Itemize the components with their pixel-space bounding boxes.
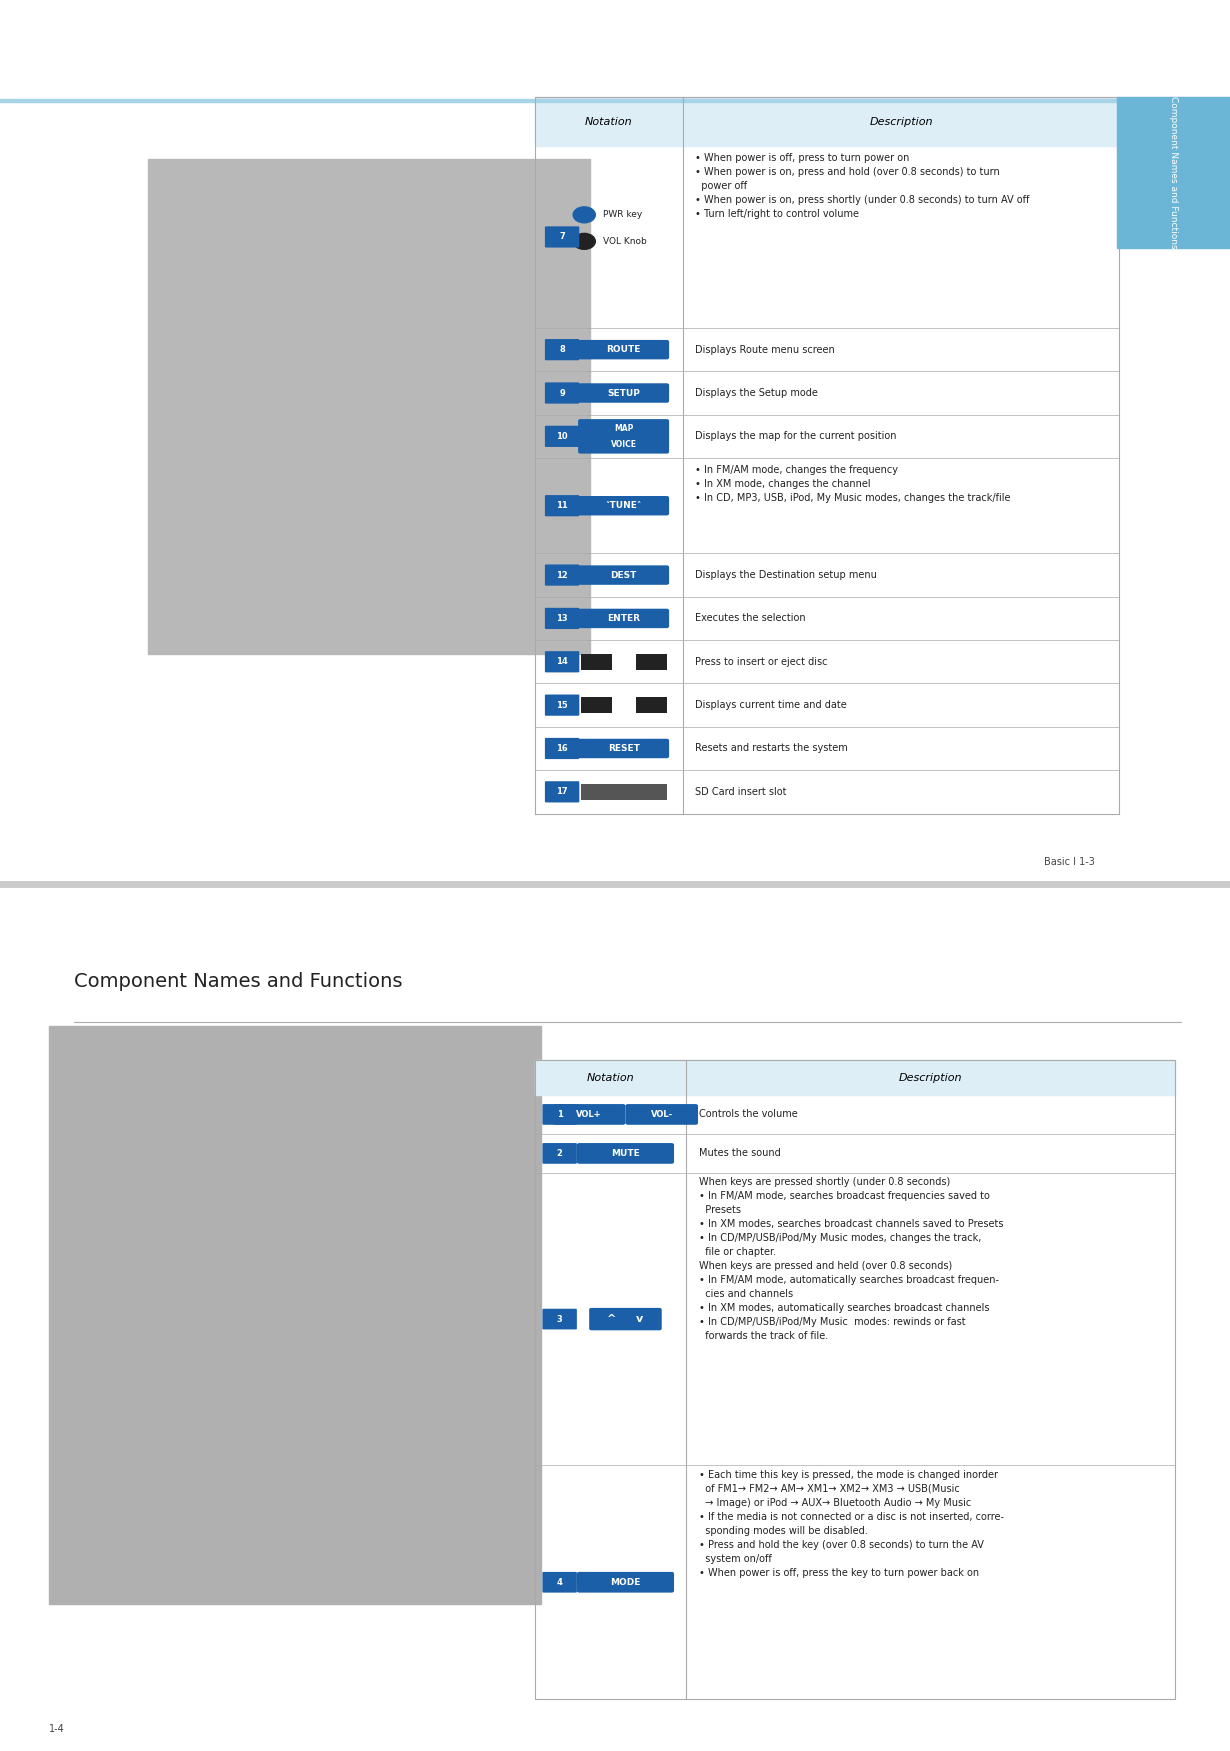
Text: Displays current time and date: Displays current time and date bbox=[695, 700, 846, 711]
FancyBboxPatch shape bbox=[545, 564, 579, 585]
Text: ˅TUNE˄: ˅TUNE˄ bbox=[605, 501, 642, 510]
Bar bbox=[535, 1061, 1175, 1094]
Text: 15: 15 bbox=[556, 700, 568, 709]
FancyBboxPatch shape bbox=[578, 566, 669, 585]
FancyBboxPatch shape bbox=[554, 1105, 626, 1124]
Text: Displays Route menu screen: Displays Route menu screen bbox=[695, 345, 835, 355]
Text: 16: 16 bbox=[556, 744, 568, 753]
Text: When keys are pressed shortly (under 0.8 seconds)
• In FM/AM mode, searches broa: When keys are pressed shortly (under 0.8… bbox=[699, 1177, 1004, 1341]
Text: SETUP: SETUP bbox=[608, 389, 640, 397]
Text: 2: 2 bbox=[557, 1149, 562, 1157]
Text: DEST: DEST bbox=[610, 571, 637, 580]
Bar bbox=[0, 100, 1117, 102]
Text: MAP: MAP bbox=[614, 424, 633, 432]
Bar bbox=[581, 784, 667, 800]
FancyBboxPatch shape bbox=[545, 695, 579, 716]
FancyBboxPatch shape bbox=[545, 737, 579, 760]
Text: Component Names and Functions: Component Names and Functions bbox=[74, 972, 402, 991]
FancyBboxPatch shape bbox=[545, 608, 579, 629]
Text: Executes the selection: Executes the selection bbox=[695, 613, 806, 623]
Text: 14: 14 bbox=[556, 657, 568, 667]
Text: Displays the Setup mode: Displays the Setup mode bbox=[695, 389, 818, 397]
Text: ENTER: ENTER bbox=[608, 615, 640, 623]
Bar bbox=[49, 1026, 541, 1604]
FancyBboxPatch shape bbox=[545, 340, 579, 361]
Bar bbox=[581, 653, 667, 669]
Bar bbox=[535, 98, 1119, 814]
Text: Description: Description bbox=[899, 1073, 962, 1082]
Text: 1-4: 1-4 bbox=[49, 1723, 65, 1733]
Text: VOL-: VOL- bbox=[651, 1110, 673, 1119]
FancyBboxPatch shape bbox=[545, 651, 579, 672]
FancyBboxPatch shape bbox=[542, 1105, 577, 1124]
FancyBboxPatch shape bbox=[578, 383, 669, 403]
FancyBboxPatch shape bbox=[542, 1143, 577, 1164]
Text: Component Names and Functions: Component Names and Functions bbox=[1168, 96, 1178, 249]
Text: RESET: RESET bbox=[608, 744, 640, 753]
Text: 1: 1 bbox=[557, 1110, 562, 1119]
FancyBboxPatch shape bbox=[578, 739, 669, 758]
Text: v: v bbox=[636, 1313, 642, 1324]
Text: VOICE: VOICE bbox=[610, 440, 637, 448]
Text: Press to insert or eject disc: Press to insert or eject disc bbox=[695, 657, 828, 667]
FancyBboxPatch shape bbox=[578, 418, 669, 454]
FancyBboxPatch shape bbox=[545, 382, 579, 404]
FancyBboxPatch shape bbox=[578, 496, 669, 515]
Text: • Each time this key is pressed, the mode is changed inorder
  of FM1→ FM2→ AM→ : • Each time this key is pressed, the mod… bbox=[699, 1469, 1004, 1578]
FancyBboxPatch shape bbox=[542, 1572, 577, 1593]
Text: Description: Description bbox=[870, 117, 932, 126]
Circle shape bbox=[573, 207, 595, 222]
FancyBboxPatch shape bbox=[545, 781, 579, 802]
Text: Displays the Destination setup menu: Displays the Destination setup menu bbox=[695, 571, 877, 580]
Text: 9: 9 bbox=[560, 389, 565, 397]
Text: ^: ^ bbox=[608, 1313, 616, 1324]
Text: VOL Knob: VOL Knob bbox=[603, 236, 647, 245]
Bar bbox=[535, 98, 1119, 145]
Text: PWR key: PWR key bbox=[603, 210, 642, 219]
Text: 10: 10 bbox=[556, 432, 568, 441]
FancyBboxPatch shape bbox=[545, 425, 579, 447]
Bar bbox=[148, 159, 590, 655]
FancyBboxPatch shape bbox=[626, 1105, 699, 1124]
Bar bbox=[611, 653, 636, 669]
Circle shape bbox=[573, 233, 595, 249]
Text: 17: 17 bbox=[556, 788, 568, 797]
FancyBboxPatch shape bbox=[542, 1308, 577, 1329]
Bar bbox=[581, 697, 667, 713]
Text: • In FM/AM mode, changes the frequency
• In XM mode, changes the channel
• In CD: • In FM/AM mode, changes the frequency •… bbox=[695, 466, 1011, 503]
FancyBboxPatch shape bbox=[577, 1572, 674, 1593]
Bar bbox=[535, 1061, 1175, 1698]
Text: 4: 4 bbox=[557, 1578, 562, 1586]
Text: Mutes the sound: Mutes the sound bbox=[699, 1149, 780, 1159]
FancyBboxPatch shape bbox=[577, 1143, 674, 1164]
Text: 7: 7 bbox=[560, 233, 565, 242]
Text: MODE: MODE bbox=[610, 1578, 641, 1586]
Text: Basic I 1-3: Basic I 1-3 bbox=[1044, 856, 1095, 867]
FancyBboxPatch shape bbox=[545, 496, 579, 517]
Text: Displays the map for the current position: Displays the map for the current positio… bbox=[695, 431, 897, 441]
Text: 12: 12 bbox=[556, 571, 568, 580]
Text: 11: 11 bbox=[556, 501, 568, 510]
Bar bbox=[611, 697, 636, 713]
Text: • When power is off, press to turn power on
• When power is on, press and hold (: • When power is off, press to turn power… bbox=[695, 152, 1030, 219]
FancyBboxPatch shape bbox=[578, 609, 669, 629]
Text: VOL+: VOL+ bbox=[577, 1110, 601, 1119]
Text: 3: 3 bbox=[557, 1315, 562, 1324]
Text: ROUTE: ROUTE bbox=[606, 345, 641, 354]
Text: SD Card insert slot: SD Card insert slot bbox=[695, 786, 786, 797]
Text: 8: 8 bbox=[560, 345, 565, 354]
Text: Resets and restarts the system: Resets and restarts the system bbox=[695, 744, 847, 753]
Text: Notation: Notation bbox=[587, 1073, 635, 1082]
FancyBboxPatch shape bbox=[578, 340, 669, 359]
Bar bbox=[1117, 98, 1230, 247]
Text: Controls the volume: Controls the volume bbox=[699, 1110, 797, 1119]
FancyBboxPatch shape bbox=[545, 226, 579, 247]
FancyBboxPatch shape bbox=[589, 1308, 662, 1331]
Text: Notation: Notation bbox=[585, 117, 632, 126]
Text: 13: 13 bbox=[556, 615, 568, 623]
Text: MUTE: MUTE bbox=[611, 1149, 640, 1157]
